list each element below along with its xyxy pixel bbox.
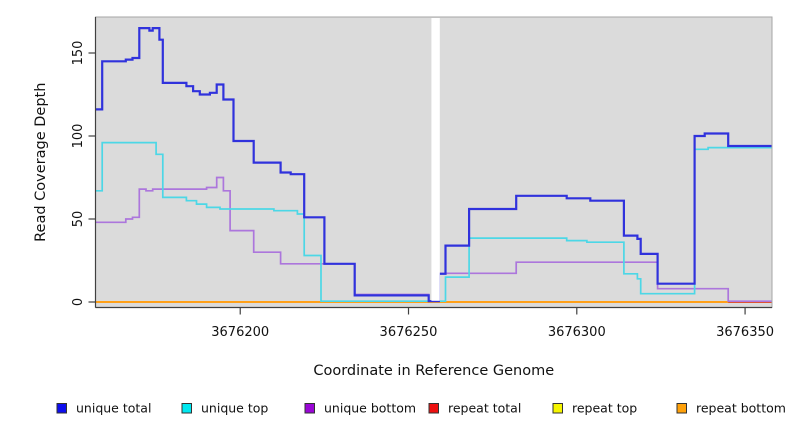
legend-label-repeat-total: repeat total [448, 401, 521, 416]
assembly-gap-band [431, 18, 440, 301]
legend-swatch-repeat-total [428, 403, 439, 414]
axis-lines [94, 17, 772, 309]
series-line-unique-top [95, 141, 772, 303]
series-line-unique-bottom [95, 176, 772, 303]
y-axis-tick-label: 150 [71, 41, 86, 66]
legend-label-unique-total: unique total [76, 401, 151, 416]
x-axis-tick-label: 3676200 [211, 325, 269, 340]
legend-swatch-unique-total [56, 403, 67, 414]
x-axis-tick-label: 3676300 [548, 325, 606, 340]
y-axis-title: Read Coverage Depth [33, 83, 49, 242]
legend-swatch-repeat-bottom [676, 403, 687, 414]
y-axis-tick-label: 50 [71, 211, 86, 228]
series-line-unique-total [95, 27, 772, 303]
legend-label-repeat-bottom: repeat bottom [696, 401, 786, 416]
legend-swatch-repeat-top [552, 403, 563, 414]
legend-label-repeat-top: repeat top [572, 401, 637, 416]
legend-swatch-unique-bottom [304, 403, 315, 414]
x-axis-tick-label: 3676350 [716, 325, 774, 340]
legend-label-unique-bottom: unique bottom [324, 401, 416, 416]
legend-label-unique-top: unique top [201, 401, 268, 416]
x-axis-title: Coordinate in Reference Genome [313, 363, 554, 379]
y-axis-tick-label: 100 [71, 124, 86, 149]
legend-swatch-unique-top [181, 403, 192, 414]
y-axis-tick-label: 0 [71, 298, 86, 306]
x-axis-tick-label: 3676250 [380, 325, 438, 340]
